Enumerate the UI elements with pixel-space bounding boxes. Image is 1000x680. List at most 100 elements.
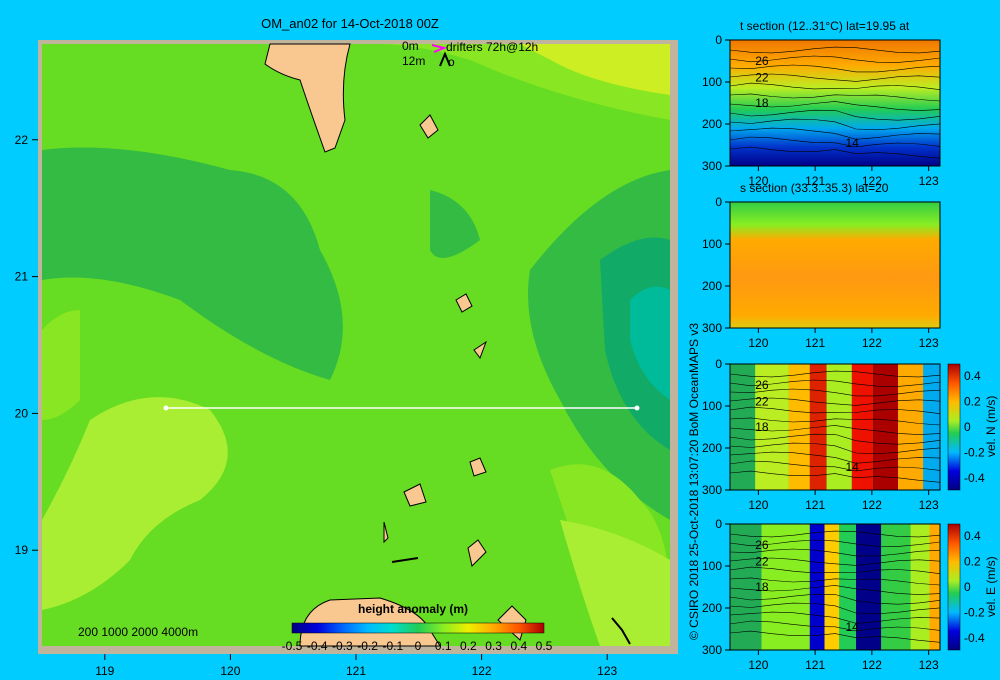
depth-tick-label: 0 (715, 357, 722, 371)
legend-depth-0m: 0m (402, 39, 419, 53)
map-x-tick-label: 120 (220, 664, 240, 678)
isotherm-line (729, 548, 941, 557)
isotherm-line (729, 109, 941, 121)
contour-label: 26 (755, 538, 769, 552)
depth-tick-label: 200 (702, 279, 722, 293)
contour-label: 22 (755, 555, 769, 569)
velocity-band (929, 524, 940, 650)
isotherm-line (729, 370, 941, 378)
isotherm-line (729, 46, 941, 54)
velocity-colorbar-tick: 0 (964, 420, 971, 434)
credit-text: © CSIRO 2018 25-Oct-2018 13:07:20 BoM Oc… (687, 323, 701, 640)
isotherm-line (729, 379, 941, 387)
section-line (163, 405, 640, 411)
depth-tick-label: 0 (715, 195, 722, 209)
velocity-colorbar-tick: -0.4 (964, 471, 985, 485)
colorbar-tick-label: 0.3 (485, 639, 502, 653)
velocity-band (898, 364, 924, 490)
isotherm-line (729, 460, 941, 472)
isotherm-line (729, 585, 941, 595)
lon-tick-label: 122 (862, 174, 882, 188)
map-title: OM_an02 for 14-Oct-2018 00Z (261, 16, 439, 31)
velocity-colorbar-label: vel. N (m/s) (984, 396, 998, 457)
isotherm-line (729, 620, 941, 632)
drifter-track (611, 617, 631, 645)
lon-tick-label: 121 (805, 658, 825, 672)
colorbar-tick-label: 0.2 (460, 639, 477, 653)
isotherm-line (729, 530, 941, 538)
colorbar (291, 622, 545, 634)
depth-tick-label: 100 (702, 237, 722, 251)
depth-tick-label: 200 (702, 441, 722, 455)
map-y-tick-label: 22 (15, 133, 29, 147)
isotherm-line (729, 82, 941, 90)
colorbar-title: height anomaly (m) (358, 602, 468, 616)
velocity-colorbar (947, 523, 961, 651)
velocity-band (872, 364, 898, 490)
lon-tick-label: 120 (748, 658, 768, 672)
isotherm-line (729, 470, 941, 483)
isotherm-line (729, 425, 941, 435)
lon-tick-label: 123 (919, 336, 939, 350)
colorbar-tick-label: -0.2 (357, 639, 378, 653)
drifter-surface-arrow-icon (431, 44, 448, 53)
velocity-colorbar-tick: 0.2 (964, 395, 981, 409)
depth-tick-label: 300 (702, 483, 722, 497)
depth-tick-label: 100 (702, 559, 722, 573)
colorbar-tick-label: -0.1 (382, 639, 403, 653)
colorbar-tick-label: 0.5 (536, 639, 553, 653)
isotherm-line (729, 55, 941, 63)
depth-tick-label: 300 (702, 643, 722, 657)
depth-tick-label: 300 (702, 321, 722, 335)
map-y-tick-label: 20 (15, 406, 29, 420)
contour-label: 22 (755, 395, 769, 409)
velocity-colorbar-tick: -0.2 (964, 606, 985, 620)
isotherm-line (729, 539, 941, 547)
velocity-band (856, 524, 882, 650)
isotherm-line (729, 127, 941, 140)
velocity-colorbar-tick: 0.4 (964, 369, 981, 383)
map-x-tick-label: 122 (472, 664, 492, 678)
height-anomaly-field (42, 44, 670, 646)
legend-depth-12m: 12m (402, 54, 425, 68)
isotherm-line (729, 397, 941, 406)
depth-tick-label: 100 (702, 75, 722, 89)
contour-label: 14 (846, 460, 860, 474)
lon-tick-label: 120 (748, 336, 768, 350)
isotherm-line (729, 136, 941, 148)
contour-label: 18 (755, 96, 769, 110)
velocity-band (851, 364, 873, 490)
map-x-ticks: 119 120 121 122 123 (95, 654, 618, 678)
depth-tick-label: 0 (715, 517, 722, 531)
lon-tick-label: 121 (805, 498, 825, 512)
section-panel-3: 26 22 18 14 0 100 200 300 120 121 122 123 0.4 0.2 0 -0.… (702, 357, 998, 512)
section-frame (729, 39, 941, 167)
contour-label: 26 (755, 54, 769, 68)
velocity-colorbar-tick: 0.4 (964, 529, 981, 543)
velocity-colorbar-tick: -0.2 (964, 446, 985, 460)
contour-label: 14 (846, 136, 860, 150)
isotherm-line (729, 417, 941, 426)
legend-o: o (448, 55, 455, 69)
isotherm-line (729, 442, 941, 455)
isotherm-line (729, 118, 941, 131)
section-panel-4: 26 22 18 14 0 100 200 300 120 121 122 123 0.4 0.2 0 -0.… (702, 517, 998, 672)
isotherm-line (729, 593, 941, 605)
velocity-band (910, 524, 930, 650)
isotherm-line (729, 93, 941, 102)
isotherm-line (729, 406, 941, 414)
lon-tick-label: 121 (805, 336, 825, 350)
colorbar-tick-label: 0 (415, 639, 422, 653)
isotherm-line (729, 388, 941, 397)
section-panel-1: t section (12..31°C) lat=19.95 at 26 22 18 1… (702, 19, 941, 188)
velocity-band (730, 364, 756, 490)
depth-tick-label: 200 (702, 117, 722, 131)
velocity-band (761, 524, 810, 650)
map-y-ticks: 22 21 20 19 (15, 133, 38, 557)
isotherm-line (729, 577, 941, 586)
map-y-tick-label: 21 (15, 270, 29, 284)
contour-label: 18 (755, 420, 769, 434)
velocity-colorbar-tick: 0.2 (964, 555, 981, 569)
contour-label: 14 (846, 620, 860, 634)
